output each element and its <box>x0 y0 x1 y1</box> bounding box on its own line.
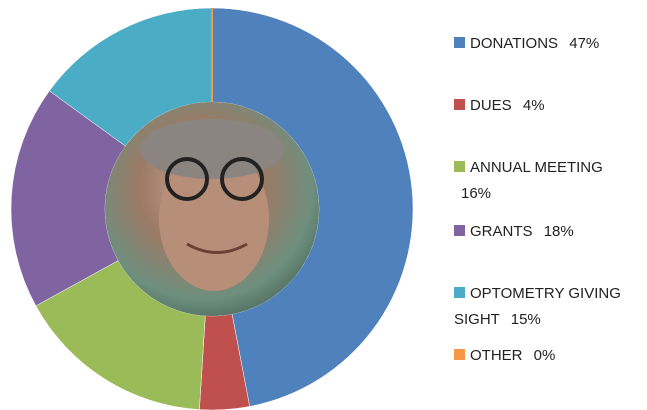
legend-item: OPTOMETRY GIVING SIGHT 15% <box>454 281 622 333</box>
legend-item: OTHER 0% <box>454 343 622 369</box>
legend-swatch <box>454 349 465 360</box>
legend-swatch <box>454 161 465 172</box>
legend-value: 0% <box>534 347 556 364</box>
legend-value: 15% <box>511 311 541 328</box>
legend-swatch <box>454 225 465 236</box>
legend-label: ANNUAL MEETING <box>470 159 603 176</box>
legend-label: OTHER <box>470 347 523 364</box>
photo-hair <box>140 119 284 179</box>
legend-label: DONATIONS <box>470 35 558 52</box>
legend-value: 18% <box>544 223 574 240</box>
legend-item: DONATIONS 47% <box>454 31 622 57</box>
legend-item: ANNUAL MEETING 16% <box>454 155 622 207</box>
donut <box>0 0 420 410</box>
legend-value: 4% <box>523 97 545 114</box>
chart: DONATIONS 47% DUES 4% ANNUAL MEETING 16% GR… <box>0 0 647 410</box>
legend-swatch <box>454 37 465 48</box>
legend-label: GRANTS <box>470 223 533 240</box>
legend-swatch <box>454 287 465 298</box>
legend-label: DUES <box>470 97 512 114</box>
legend-item: GRANTS 18% <box>454 219 622 245</box>
legend-value: 16% <box>461 185 491 202</box>
legend-value: 47% <box>569 35 599 52</box>
legend-item: DUES 4% <box>454 93 622 119</box>
legend-swatch <box>454 99 465 110</box>
